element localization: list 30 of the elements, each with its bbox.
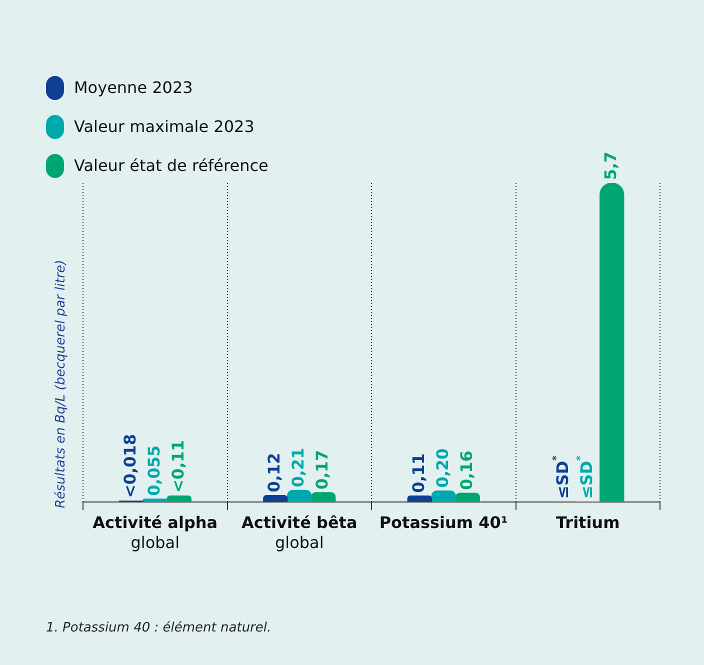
bar — [455, 492, 480, 502]
data-label: 5,7 — [601, 152, 620, 180]
bar — [166, 496, 192, 502]
data-label: 0,11 — [408, 453, 428, 493]
bar — [431, 490, 456, 502]
legend-label: Moyenne 2023 — [74, 78, 193, 97]
legend-label: Valeur état de référence — [74, 156, 268, 175]
bar — [287, 490, 312, 502]
bar — [407, 496, 432, 502]
data-label: 0,12 — [264, 452, 284, 492]
legend-label: Valeur maximale 2023 — [74, 117, 254, 136]
data-label: 0,17 — [312, 450, 332, 490]
data-label: <0,11 — [168, 440, 188, 493]
bar — [263, 494, 288, 502]
bar — [600, 183, 624, 502]
x-tick-label: Potassium 40¹ — [379, 513, 508, 532]
data-label: <0,018 — [120, 434, 140, 498]
x-tick-label: Tritium — [556, 513, 620, 532]
data-label: 0,055 — [144, 445, 164, 496]
data-label: ≤SD* — [551, 454, 572, 499]
bar — [142, 498, 168, 502]
data-label: 0,21 — [288, 448, 308, 488]
data-label: 0,16 — [456, 450, 476, 490]
bar — [311, 492, 336, 502]
y-axis-title: Résultats en Bq/L (becquerel par litre) — [53, 260, 68, 508]
text: 1. Potassium 40 : élément naturel. — [46, 620, 272, 636]
data-label: ≤SD* — [575, 454, 596, 499]
data-label: 0,20 — [432, 448, 452, 488]
x-tick-label: Activité bêta global — [242, 513, 358, 552]
x-tick-label: Activité alpha global — [92, 513, 218, 552]
